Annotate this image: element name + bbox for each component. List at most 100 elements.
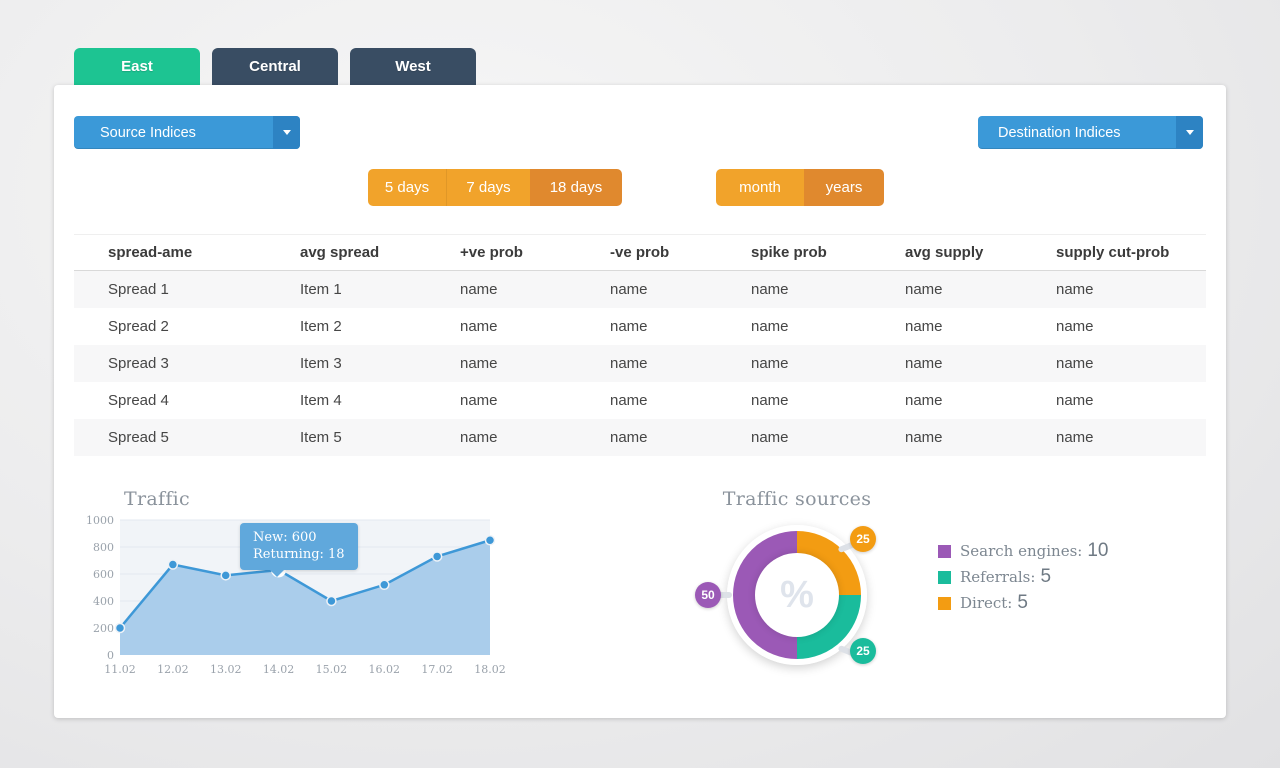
legend-value: 5 [1040,566,1052,587]
table-cell: Item 4 [300,391,342,409]
column-header: +ve prob [426,234,576,271]
tooltip-line-returning: Returning: 18 [253,547,345,562]
table-cell: name [905,391,943,409]
legend-label: Search engines: [960,542,1083,560]
table-cell: Spread 1 [74,270,266,308]
legend-item-referrals: Referrals: 5 [938,564,1108,590]
table-row[interactable]: Spread 1 Item 1 name name name name name [74,270,1206,308]
table-header-row: spread-ame avg spread +ve prob -ve prob spik… [74,234,1206,271]
x-tick-label: 13.02 [209,663,242,676]
column-header: spike prob [717,234,871,271]
table-cell: name [905,317,943,335]
y-tick-label: 0 [107,649,114,662]
table-header: spread-ame avg spread +ve prob -ve prob spik… [74,234,1206,271]
table-cell: name [871,418,1022,456]
table-row[interactable]: Spread 2 Item 2 name name name name name [74,308,1206,345]
table-cell: name [426,344,576,382]
y-tick-label: 800 [93,541,114,554]
x-tick-label: 17.02 [421,663,453,676]
table-cell: Spread 3 [74,344,266,382]
legend-value: 5 [1017,592,1028,613]
data-point[interactable] [484,535,496,546]
data-point[interactable] [114,622,126,634]
badge-value: 25 [856,644,870,658]
table-cell: name [426,270,576,308]
table-cell: name [751,391,789,409]
table-cell: name [871,270,1022,308]
table-cell: name [717,344,871,382]
spreads-table: spread-ame avg spread +ve prob -ve prob spik… [74,234,1206,456]
y-tick-label: 400 [93,595,114,608]
source-indices-label: Source Indices [100,124,196,141]
table-cell: name [576,344,717,382]
x-tick-label: 16.02 [368,663,401,676]
traffic-x-axis: 11.02 12.02 13.02 14.02 15.02 16.02 17.02 18.02 [104,663,506,677]
table-cell: name [751,317,789,335]
range-5-days-button[interactable]: 5 days [368,169,446,206]
table-cell: name [610,391,648,409]
table-cell: name [1022,270,1206,308]
x-tick-label: 15.02 [315,663,348,676]
range-month-button[interactable]: month [716,169,804,206]
tooltip-line-new: New: 600 [253,530,317,545]
table-row[interactable]: Spread 5 Item 5 name name name name name [74,418,1206,456]
table-cell: Item 2 [300,317,342,335]
traffic-y-axis: 0 200 400 600 800 1000 [64,514,114,662]
table-cell: Item 3 [266,344,426,382]
donut-badge-referrals: 25 [850,638,876,664]
table-cell: name [1022,418,1206,456]
chevron-down-icon[interactable] [1176,116,1203,149]
table-cell: name [1056,317,1094,335]
destination-indices-dropdown[interactable]: Destination Indices [978,116,1203,149]
data-point[interactable] [220,570,231,581]
table-cell: Item 1 [266,270,426,308]
x-tick-label: 18.02 [474,663,506,676]
destination-indices-label: Destination Indices [998,124,1121,141]
data-point[interactable] [326,595,337,607]
table-cell: name [576,418,717,456]
legend-swatch-orange [938,596,951,610]
traffic-sources-legend: Search engines: 10 Referrals: 5 Direct: … [938,538,1108,616]
x-tick-label: 14.02 [262,663,295,676]
region-tabs: East Central West [74,48,476,85]
column-header: -ve prob [576,234,717,271]
range-7-days-button[interactable]: 7 days [446,169,530,206]
table-row[interactable]: Spread 3 Item 3 name name name name name [74,344,1206,382]
traffic-chart-title: Traffic [124,488,190,510]
column-header: supply cut-prob [1022,234,1206,271]
legend-item-search-engines: Search engines: 10 [938,538,1108,564]
traffic-sources-title: Traffic sources [722,488,872,510]
tab-central[interactable]: Central [212,48,338,85]
data-point[interactable] [379,579,390,591]
table-cell: Spread 2 [108,317,169,335]
legend-label: Direct: [960,594,1013,612]
chevron-down-icon[interactable] [273,116,300,149]
period-range-group: month years [716,169,884,206]
range-18-days-button[interactable]: 18 days [530,169,622,206]
table-row[interactable]: Spread 4 Item 4 name name name name name [74,382,1206,419]
tab-east[interactable]: East [74,48,200,85]
range-years-button[interactable]: years [804,169,884,206]
percent-symbol: % [780,573,814,616]
caret-triangle [282,130,291,135]
x-tick-label: 12.02 [157,663,189,676]
table-cell: Item 5 [266,418,426,456]
chart-tooltip: New: 600 Returning: 18 [240,523,358,577]
tab-west[interactable]: West [350,48,476,85]
badge-value: 50 [701,588,715,602]
table-cell: Spread 4 [108,391,169,409]
legend-item-direct: Direct: 5 [938,590,1108,616]
traffic-plot-svg [114,519,496,655]
donut-badge-search-engines: 50 [695,582,721,608]
y-tick-label: 600 [93,568,114,581]
badge-connector [714,592,732,598]
x-tick-label: 11.02 [104,663,136,676]
legend-swatch-teal [938,570,951,584]
source-indices-dropdown[interactable]: Source Indices [74,116,300,149]
y-tick-label: 1000 [86,514,114,527]
legend-value: 10 [1087,540,1109,561]
data-point[interactable] [167,559,179,570]
dashboard-card: Source Indices Destination Indices 5 day… [54,85,1226,718]
data-point[interactable] [431,551,443,562]
table-body: Spread 1 Item 1 name name name name name Spread… [74,270,1206,456]
